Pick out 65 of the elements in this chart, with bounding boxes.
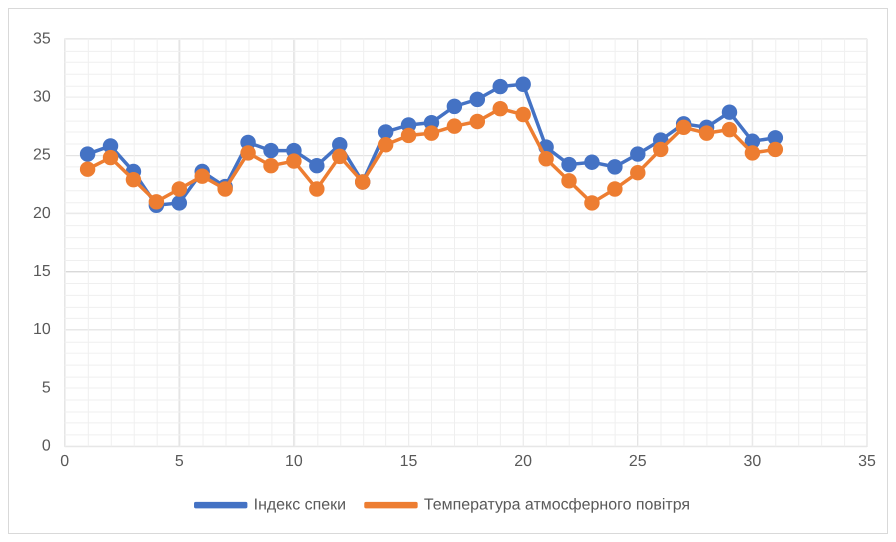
x-tick-label: 15 [400,453,418,470]
point [332,137,348,152]
point [538,151,554,166]
point [630,164,646,180]
point [194,168,210,184]
point [126,172,142,188]
legend-label: Індекс спеки [254,496,346,514]
point [561,156,577,172]
x-tick-label: 5 [174,453,184,470]
x-tick-label: 20 [514,453,532,470]
point [80,146,96,162]
point [240,145,256,161]
point [722,122,738,138]
point [492,100,508,116]
y-tick-label: 20 [32,204,51,222]
point [172,181,188,197]
point [217,181,233,197]
point [698,125,714,141]
x-tick-label: 0 [60,453,70,470]
x-tick-label: 30 [744,453,762,470]
point [470,114,486,130]
point [652,142,668,158]
y-tick-label: 30 [32,88,51,106]
point [470,92,486,108]
point [630,146,646,162]
point [584,154,600,170]
point [424,125,440,141]
x-tick-label: 35 [858,453,876,470]
point [263,158,279,174]
point [584,195,600,211]
point [744,145,760,161]
point [722,104,738,120]
x-tick-label: 10 [285,453,303,470]
point [400,128,416,144]
point [446,118,462,134]
point [148,194,164,210]
point [332,148,348,164]
y-tick-label: 35 [32,30,51,48]
point [515,76,531,92]
point [80,161,96,177]
point [561,173,577,189]
point [172,195,188,211]
point [676,120,692,136]
point [309,181,325,197]
point [446,98,462,114]
point [378,124,394,140]
point [309,158,325,174]
y-tick-label: 10 [32,321,51,338]
point [607,181,623,197]
point [102,138,118,154]
point [768,130,784,146]
point [768,142,784,158]
y-tick-label: 25 [32,146,51,164]
y-tick-label: 15 [32,262,51,280]
y-tick-label: 5 [42,379,51,396]
point [492,78,508,94]
legend-label: Температура атмосферного повітря [424,496,690,514]
point [263,142,279,158]
point [607,159,623,175]
point [102,150,118,166]
point [378,137,394,152]
x-tick-label: 25 [628,453,647,470]
point [286,153,302,169]
point [515,106,531,122]
y-tick-label: 0 [42,438,51,455]
